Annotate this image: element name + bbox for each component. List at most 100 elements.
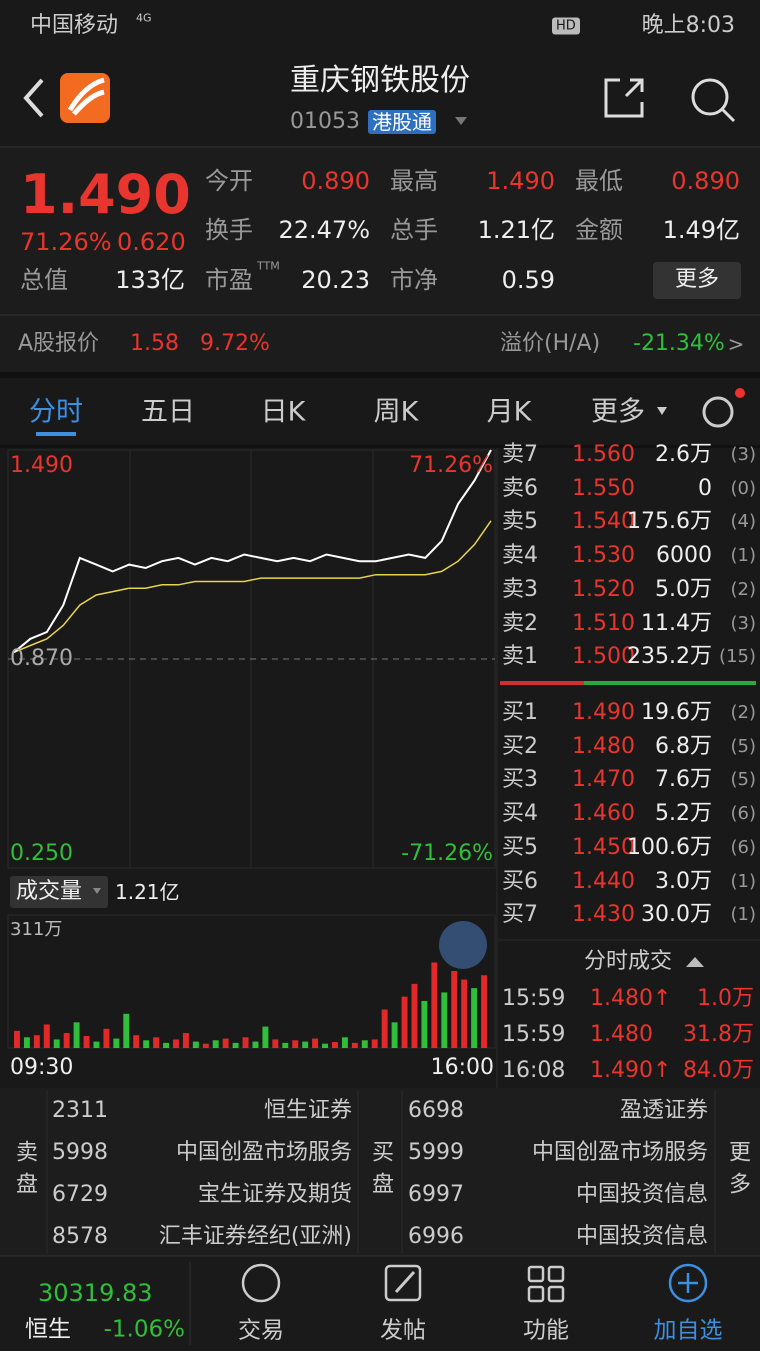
carrier: 中国移动 bbox=[30, 13, 119, 38]
index-value: 30319.83 bbox=[38, 1279, 153, 1307]
volume-bar bbox=[143, 1040, 150, 1048]
volume-bar bbox=[222, 1038, 229, 1048]
volume-bar bbox=[33, 1035, 40, 1048]
volume-bar bbox=[43, 1024, 50, 1048]
trade-price: 1.490↑ bbox=[590, 1058, 672, 1083]
tab[interactable]: 日K bbox=[260, 396, 306, 428]
volume-bar bbox=[361, 1040, 368, 1048]
volume-bar bbox=[391, 1022, 398, 1048]
nav-item[interactable]: 发帖 bbox=[380, 1317, 426, 1344]
buy-queue-label: 买盘 bbox=[368, 1140, 393, 1204]
field-value: 1.490 bbox=[486, 167, 555, 195]
broker-name: 中国投资信息 bbox=[575, 1224, 708, 1249]
volume-max: 311万 bbox=[10, 919, 63, 940]
level-label: 卖3 bbox=[502, 576, 538, 602]
level-label: 买1 bbox=[502, 700, 538, 725]
trade-price: 1.480↑ bbox=[590, 986, 672, 1011]
post-icon[interactable] bbox=[384, 1264, 422, 1302]
last-price: 1.490 bbox=[20, 163, 191, 226]
volume-bar bbox=[282, 1042, 289, 1048]
volume-bar bbox=[113, 1038, 120, 1048]
more-button-label[interactable]: 更多 bbox=[674, 267, 720, 292]
tab[interactable]: 月K bbox=[486, 396, 532, 428]
settings-icon[interactable] bbox=[702, 396, 734, 428]
search-icon-handle bbox=[720, 107, 736, 123]
level-volume: 2.6万 bbox=[655, 442, 712, 467]
broker-code: 6996 bbox=[408, 1224, 464, 1249]
volume-bar bbox=[302, 1041, 309, 1048]
volume-bar bbox=[123, 1013, 130, 1048]
field-label: 总值 bbox=[20, 266, 68, 294]
level-count: (3) bbox=[730, 612, 757, 634]
nav-item[interactable]: 功能 bbox=[523, 1317, 569, 1344]
level-count: (1) bbox=[730, 870, 757, 892]
share-icon[interactable] bbox=[604, 78, 644, 118]
index-pct: -1.06% bbox=[103, 1316, 185, 1343]
level-label: 卖1 bbox=[502, 644, 538, 670]
level-label: 买6 bbox=[502, 868, 538, 894]
field-label: 最高 bbox=[390, 167, 438, 195]
trade-icon[interactable] bbox=[241, 1263, 281, 1303]
volume-bar bbox=[83, 1036, 90, 1048]
tab[interactable]: 周K bbox=[373, 396, 419, 428]
nav-item[interactable]: 交易 bbox=[238, 1317, 284, 1344]
broker-code: 6729 bbox=[52, 1182, 108, 1207]
premium-label: 溢价(H/A) bbox=[500, 331, 601, 356]
search-icon[interactable] bbox=[691, 78, 729, 116]
field-label: 换手 bbox=[205, 216, 253, 244]
volume-bar bbox=[351, 1042, 358, 1048]
premium-arrow[interactable]: > bbox=[727, 332, 745, 356]
tab[interactable]: 分时 bbox=[29, 396, 83, 428]
more-button[interactable] bbox=[653, 262, 741, 299]
hd-badge: HD bbox=[552, 17, 580, 35]
level-price: 1.490 bbox=[572, 700, 635, 725]
level-label: 卖6 bbox=[502, 475, 538, 501]
level-label: 卖2 bbox=[502, 610, 538, 636]
function-icon[interactable] bbox=[527, 1265, 565, 1303]
level-count: (15) bbox=[719, 646, 756, 668]
app-logo-mark bbox=[67, 77, 105, 116]
watchlist-icon[interactable] bbox=[668, 1263, 708, 1303]
level-volume: 6.8万 bbox=[655, 733, 712, 759]
dropdown-icon[interactable] bbox=[455, 117, 467, 125]
volume-bar bbox=[252, 1041, 259, 1048]
volume-selector[interactable] bbox=[10, 876, 108, 908]
level-volume: 11.4万 bbox=[641, 610, 712, 636]
volume-bar bbox=[262, 1026, 269, 1048]
broker-code: 6698 bbox=[408, 1098, 464, 1123]
level-volume: 3.0万 bbox=[655, 868, 712, 894]
trade-time: 15:59 bbox=[502, 1022, 566, 1047]
volume-bar bbox=[173, 1039, 179, 1048]
field-value: 22.47% bbox=[278, 216, 370, 244]
level-count: (2) bbox=[730, 578, 757, 600]
fullscreen-button[interactable] bbox=[439, 921, 487, 969]
trade-volume: 84.0万 bbox=[683, 1058, 754, 1083]
volume-bar bbox=[421, 1000, 428, 1048]
volume-bar bbox=[232, 1042, 239, 1048]
volume-bar bbox=[381, 1009, 388, 1048]
tab[interactable]: 更多 bbox=[591, 396, 645, 428]
volume-bar bbox=[332, 1042, 338, 1048]
level-count: (3) bbox=[730, 444, 757, 465]
right-axis-label: -71.26% bbox=[401, 841, 493, 866]
a-share-pct: 9.72% bbox=[200, 331, 270, 356]
nav-item[interactable]: 加自选 bbox=[653, 1317, 723, 1344]
field-value: 20.23 bbox=[301, 266, 370, 294]
field-label: 市净 bbox=[390, 266, 438, 294]
tab[interactable]: 五日 bbox=[141, 396, 195, 428]
level-volume: 19.6万 bbox=[641, 700, 712, 725]
volume-label[interactable]: 成交量 bbox=[16, 879, 83, 904]
sort-icon[interactable] bbox=[686, 957, 704, 967]
level-price: 1.560 bbox=[572, 442, 635, 467]
level-price: 1.430 bbox=[572, 902, 635, 928]
field-value: 133亿 bbox=[115, 266, 185, 294]
level-label: 买3 bbox=[502, 767, 538, 793]
trade-time: 16:08 bbox=[502, 1058, 566, 1083]
quote-panel bbox=[0, 148, 760, 375]
back-icon[interactable] bbox=[23, 78, 44, 118]
broker-more[interactable]: 更多 bbox=[725, 1140, 750, 1204]
stock-title: 重庆钢铁股份 bbox=[290, 63, 470, 98]
volume-bar bbox=[73, 1022, 80, 1048]
index-name: 恒生 bbox=[25, 1316, 71, 1343]
